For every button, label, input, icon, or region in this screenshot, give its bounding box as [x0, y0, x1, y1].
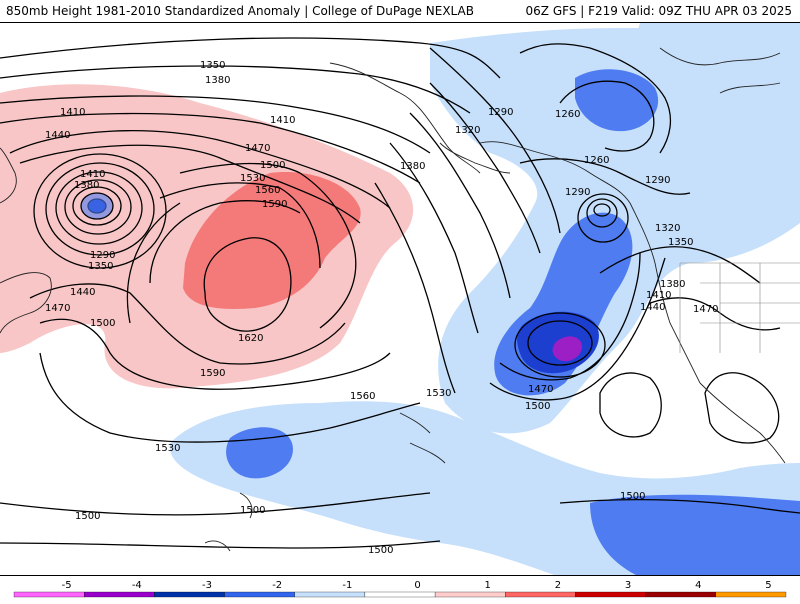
colorbar-tick-label: -5 [62, 580, 72, 591]
colorbar-swatch [575, 591, 646, 598]
contour-label: 1290 [90, 250, 115, 261]
contour-label: 1350 [200, 60, 225, 71]
height-contours [0, 37, 800, 549]
contour-label: 1500 [525, 401, 550, 412]
northwest-low-contours [33, 153, 167, 269]
negative-anomaly-6 [552, 336, 583, 362]
negative-anomaly-9 [590, 494, 800, 575]
contour-label: 1320 [655, 223, 680, 234]
contour-label: 1290 [645, 175, 670, 186]
contour-label: 1530 [240, 173, 265, 184]
pacific-low-contours [514, 193, 629, 378]
contour-label: 1500 [75, 511, 100, 522]
contour-label: 1380 [400, 161, 425, 172]
colorbar-tick-label: 4 [695, 580, 701, 591]
colorbar-swatch [434, 591, 506, 598]
contour-label: 1260 [584, 155, 609, 166]
model-run-info: 06Z GFS | F219 Valid: 09Z THU APR 03 202… [525, 4, 792, 18]
coastlines [0, 47, 786, 552]
positive-anomaly-2 [183, 172, 361, 309]
colorbar-svg: -5 -4 -3 -2 -1 0 1 2 3 4 5 [13, 580, 787, 598]
contour-label: 1590 [200, 368, 225, 379]
contour-label: 1500 [260, 160, 285, 171]
state-borders [679, 262, 800, 353]
contour-label: 1320 [455, 125, 480, 136]
colorbar-tick-label: -1 [342, 580, 352, 591]
contour-label: 1350 [668, 237, 693, 248]
colorbar-tick-label: -3 [202, 580, 212, 591]
contour-label: 1590 [262, 199, 287, 210]
colorbar-tick-label: -4 [132, 580, 142, 591]
contour-label: 1560 [350, 391, 375, 402]
contour-label: 1290 [565, 187, 590, 198]
contour-label: 1440 [640, 302, 665, 313]
colorbar-swatch [294, 591, 366, 598]
colorbar-swatch [645, 591, 716, 598]
contour-label-group: 1350 1380 1410 1440 1410 1470 1500 1530 … [45, 60, 718, 556]
contour-label: 1530 [426, 388, 451, 399]
contour-label: 1620 [238, 333, 263, 344]
colorbar-tick-label: 2 [555, 580, 561, 591]
contour-label: 1470 [693, 304, 718, 315]
contour-label: 1380 [205, 75, 230, 86]
contour-label: 1500 [620, 491, 645, 502]
map-canvas: 1350 1380 1410 1440 1410 1470 1500 1530 … [0, 23, 800, 575]
colorbar-tick-label: 5 [765, 580, 771, 591]
colorbar-swatch [154, 591, 225, 598]
contour-label: 1500 [90, 318, 115, 329]
colorbar-swatch [224, 591, 295, 598]
contour-label: 1260 [555, 109, 580, 120]
contour-label: 1290 [488, 107, 513, 118]
colorbar-swatch [505, 591, 576, 598]
contour-label: 1500 [368, 545, 393, 556]
contour-label: 1500 [240, 505, 265, 516]
contour-label: 1410 [270, 115, 295, 126]
colorbar: -5 -4 -3 -2 -1 0 1 2 3 4 5 [0, 576, 800, 600]
contour-label: 1410 [80, 169, 105, 180]
colorbar-labels: -5 -4 -3 -2 -1 0 1 2 3 4 5 [62, 580, 772, 591]
colorbar-swatch [13, 591, 85, 598]
contour-label: 1470 [528, 384, 553, 395]
contour-label: 1530 [155, 443, 180, 454]
contour-label: 1410 [646, 290, 671, 301]
contour-label: 1410 [60, 107, 85, 118]
weather-map: 1350 1380 1410 1440 1410 1470 1500 1530 … [0, 22, 800, 576]
colorbar-swatch [364, 591, 436, 598]
colorbar-tick-label: 1 [485, 580, 491, 591]
contour-label: 1470 [245, 143, 270, 154]
contour-label: 1350 [88, 261, 113, 272]
colorbar-swatch [715, 591, 787, 598]
map-title: 850mb Height 1981-2010 Standardized Anom… [6, 4, 474, 18]
title-bar: 850mb Height 1981-2010 Standardized Anom… [0, 0, 800, 22]
contour-label: 1440 [70, 287, 95, 298]
colorbar-tick-label: 0 [414, 580, 420, 591]
contour-label: 1380 [74, 180, 99, 191]
negative-anomaly-3 [575, 69, 659, 132]
negative-anomaly-2 [636, 23, 800, 143]
contour-label: 1470 [45, 303, 70, 314]
colorbar-tick-label: -2 [272, 580, 282, 591]
colorbar-tick-label: 3 [625, 580, 631, 591]
colorbar-swatches [13, 591, 787, 598]
contour-label: 1440 [45, 130, 70, 141]
colorbar-swatch [84, 591, 155, 598]
contour-label: 1560 [255, 185, 280, 196]
contour-label: 1380 [660, 279, 685, 290]
